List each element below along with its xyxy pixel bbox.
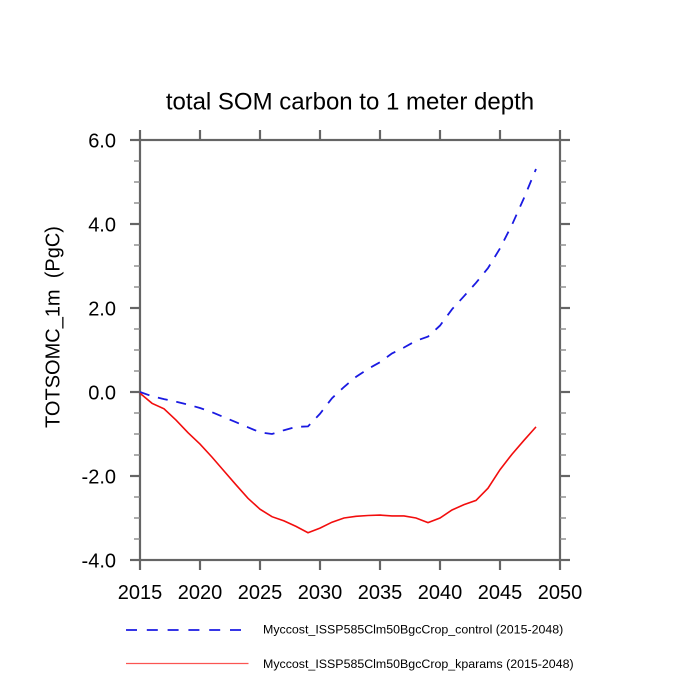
svg-text:2015: 2015 [118, 582, 163, 604]
svg-text:6.0: 6.0 [88, 131, 116, 153]
svg-text:TOTSOMC_1m (PgC): TOTSOMC_1m (PgC) [43, 226, 65, 428]
svg-text:2040: 2040 [418, 582, 463, 604]
svg-text:Myccost_ISSP585Clm50BgcCrop_co: Myccost_ISSP585Clm50BgcCrop_control (201… [263, 623, 563, 637]
svg-text:2020: 2020 [178, 582, 223, 604]
svg-text:-4.0: -4.0 [82, 551, 116, 573]
svg-text:2035: 2035 [358, 582, 403, 604]
svg-text:2030: 2030 [298, 582, 343, 604]
svg-text:2.0: 2.0 [88, 299, 116, 321]
svg-text:2045: 2045 [478, 582, 523, 604]
svg-text:0.0: 0.0 [88, 383, 116, 405]
svg-text:total SOM carbon to 1 meter de: total SOM carbon to 1 meter depth [166, 89, 534, 116]
svg-text:2050: 2050 [538, 582, 583, 604]
svg-text:2025: 2025 [238, 582, 283, 604]
svg-text:Myccost_ISSP585Clm50BgcCrop_kp: Myccost_ISSP585Clm50BgcCrop_kparams (201… [263, 657, 574, 671]
svg-text:4.0: 4.0 [88, 215, 116, 237]
svg-text:-2.0: -2.0 [82, 467, 116, 489]
